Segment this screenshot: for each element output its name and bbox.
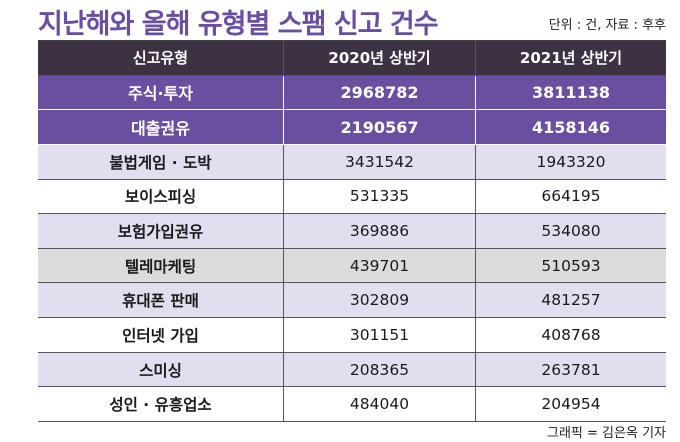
table-row: 텔레마케팅 439701 510593 xyxy=(38,248,666,284)
column-header-2020: 2020년 상반기 xyxy=(283,41,475,75)
table-row: 인터넷 가입 301151 408768 xyxy=(38,318,666,353)
row-category: 보험가입권유 xyxy=(117,223,204,242)
table-row: 주식·투자 2968782 3811138 xyxy=(38,75,666,111)
row-category: 불법게임 · 도박 xyxy=(109,153,212,172)
value-2020: 439701 xyxy=(283,248,475,283)
row-category: 인터넷 가입 xyxy=(122,326,199,345)
value-2021: 408768 xyxy=(475,318,666,352)
table-row: 스미싱 208365 263781 xyxy=(38,352,666,388)
table-row: 보이스피싱 531335 664195 xyxy=(38,179,666,215)
row-category: 대출권유 xyxy=(131,119,190,139)
value-2020: 369886 xyxy=(283,214,475,248)
row-category: 주식·투자 xyxy=(128,84,193,104)
row-category: 휴대폰 판매 xyxy=(122,292,199,311)
row-category: 성인 · 유흥업소 xyxy=(109,396,212,415)
chart-title: 지난해와 올해 유형별 스팸 신고 건수 xyxy=(38,9,439,40)
unit-source-note: 단위 : 건, 자료 : 후후 xyxy=(548,18,666,33)
value-2021: 534080 xyxy=(475,214,666,248)
value-2021: 204954 xyxy=(475,387,666,422)
value-2021: 263781 xyxy=(475,352,666,387)
value-2020: 301151 xyxy=(283,318,475,352)
value-2020: 531335 xyxy=(283,179,475,214)
value-2020: 484040 xyxy=(283,387,475,422)
table-row: 보험가입권유 369886 534080 xyxy=(38,214,666,249)
column-header-2021: 2021년 상반기 xyxy=(475,41,666,75)
table-row: 성인 · 유흥업소 484040 204954 xyxy=(38,387,666,423)
value-2020: 208365 xyxy=(283,352,475,387)
value-2021: 4158146 xyxy=(475,110,666,144)
row-category: 보이스피싱 xyxy=(124,188,197,207)
table-row: 휴대폰 판매 302809 481257 xyxy=(38,283,666,319)
value-2020: 302809 xyxy=(283,283,475,318)
row-category: 텔레마케팅 xyxy=(124,257,197,276)
value-2020: 3431542 xyxy=(283,144,475,179)
row-category: 스미싱 xyxy=(139,361,182,380)
table-row: 불법게임 · 도박 3431542 1943320 xyxy=(38,144,666,180)
table-header-row: 신고유형 2020년 상반기 2021년 상반기 xyxy=(38,41,666,76)
column-header-type: 신고유형 xyxy=(132,49,189,68)
value-2021: 1943320 xyxy=(475,144,666,179)
spam-report-table: 신고유형 2020년 상반기 2021년 상반기 주식·투자 2968782 3… xyxy=(38,40,666,423)
table-row: 대출권유 2190567 4158146 xyxy=(38,110,666,145)
value-2020: 2968782 xyxy=(283,75,475,110)
value-2021: 510593 xyxy=(475,248,666,283)
value-2021: 481257 xyxy=(475,283,666,318)
value-2021: 664195 xyxy=(475,179,666,214)
graphic-credit: 그래픽 = 김은옥 기자 xyxy=(547,426,666,441)
value-2020: 2190567 xyxy=(283,110,475,144)
value-2021: 3811138 xyxy=(475,75,666,110)
